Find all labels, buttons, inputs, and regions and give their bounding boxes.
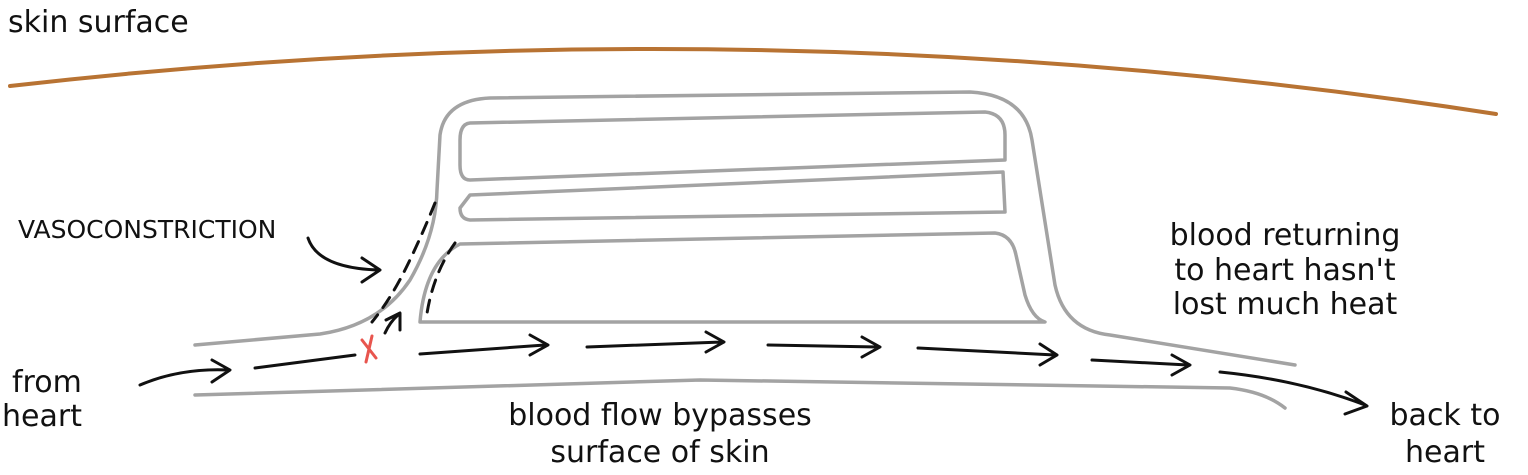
- from-heart-label: from: [12, 365, 82, 400]
- lower-vessel: [193, 378, 1287, 410]
- returning-note: to heart hasn't: [1174, 253, 1395, 288]
- bypass-note: surface of skin: [550, 435, 769, 470]
- capillary: [458, 110, 1007, 182]
- flow-arrow: [585, 330, 726, 354]
- flow-arrow: [916, 342, 1059, 367]
- pointer-arrow: [383, 311, 402, 335]
- capillary: [458, 170, 1007, 222]
- constricted-wall: [370, 201, 437, 324]
- upper-vessel: [193, 90, 1297, 367]
- returning-note: lost much heat: [1173, 287, 1398, 322]
- flow-arrow: [138, 358, 232, 387]
- returning-note: blood returning: [1170, 218, 1401, 253]
- flow-arrow: [1218, 370, 1369, 416]
- skin-label: skin surface: [8, 5, 189, 40]
- blocked-mark: [360, 334, 378, 364]
- from-heart-label: heart: [2, 399, 82, 434]
- flow-arrow: [418, 333, 550, 357]
- inner-vessel: [418, 231, 1047, 324]
- vasoconstriction-label: VASOCONSTRICTION: [18, 215, 276, 244]
- bypass-note: blood flow bypasses: [508, 398, 812, 433]
- flow-arrow: [1090, 353, 1192, 377]
- constricted-wall: [424, 241, 457, 322]
- back-to-heart-label: back to: [1390, 398, 1501, 433]
- back-to-heart-label: heart: [1405, 435, 1485, 470]
- flow-arrow: [766, 335, 882, 359]
- pointer-arrow: [306, 236, 382, 284]
- flow-arrow: [253, 353, 357, 370]
- skin-surface-line: [8, 47, 1498, 116]
